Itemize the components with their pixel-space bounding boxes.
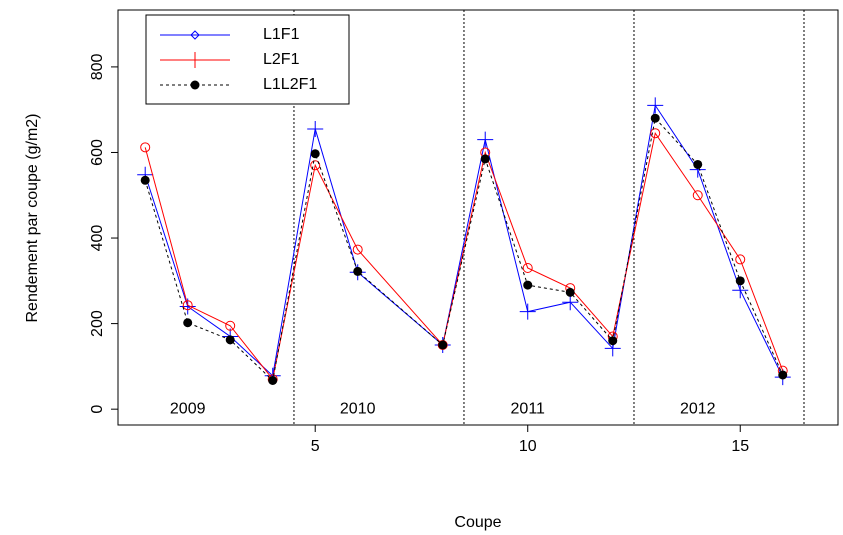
point [608,336,618,346]
year-label: 2009 [170,400,206,417]
y-tick-label: 400 [89,225,106,252]
point [647,97,664,114]
point [438,340,448,350]
point [693,159,703,169]
point [268,376,278,386]
point [778,370,788,380]
x-axis-label: Coupe [454,514,501,531]
y-axis-label: Rendement par coupe (g/m2) [24,114,41,323]
point [310,149,320,159]
legend-marker [190,30,200,40]
point [307,120,324,137]
y-tick-label: 600 [89,139,106,166]
year-label: 2011 [511,400,546,417]
point [735,254,746,265]
plot-frame [117,9,839,426]
point [692,190,703,201]
legend-label: L2F1 [263,51,300,68]
y-tick-label: 0 [89,405,106,414]
legend-label: L1L2F1 [263,76,317,93]
point [225,335,235,345]
series-line [144,131,784,381]
point [735,276,745,286]
year-label: 2012 [680,400,716,417]
point [310,160,321,171]
point [140,175,150,185]
year-label: 2010 [340,400,376,417]
x-tick-label: 10 [519,438,537,455]
y-tick-label: 200 [89,310,106,337]
x-tick-label: 5 [311,438,320,455]
point [225,320,236,331]
point [182,300,193,311]
point [650,128,661,139]
point [523,280,533,290]
point [480,154,490,164]
point [565,287,575,297]
y-tick-label: 800 [89,53,106,80]
point [522,262,533,273]
legend-marker [190,80,200,90]
point [352,244,363,255]
point [650,113,660,123]
point [519,303,536,320]
x-tick-label: 15 [731,438,749,455]
point [183,318,193,328]
point [353,266,363,276]
point [477,131,494,148]
legend-label: L1F1 [263,26,300,43]
point [562,294,579,311]
point [140,142,151,153]
